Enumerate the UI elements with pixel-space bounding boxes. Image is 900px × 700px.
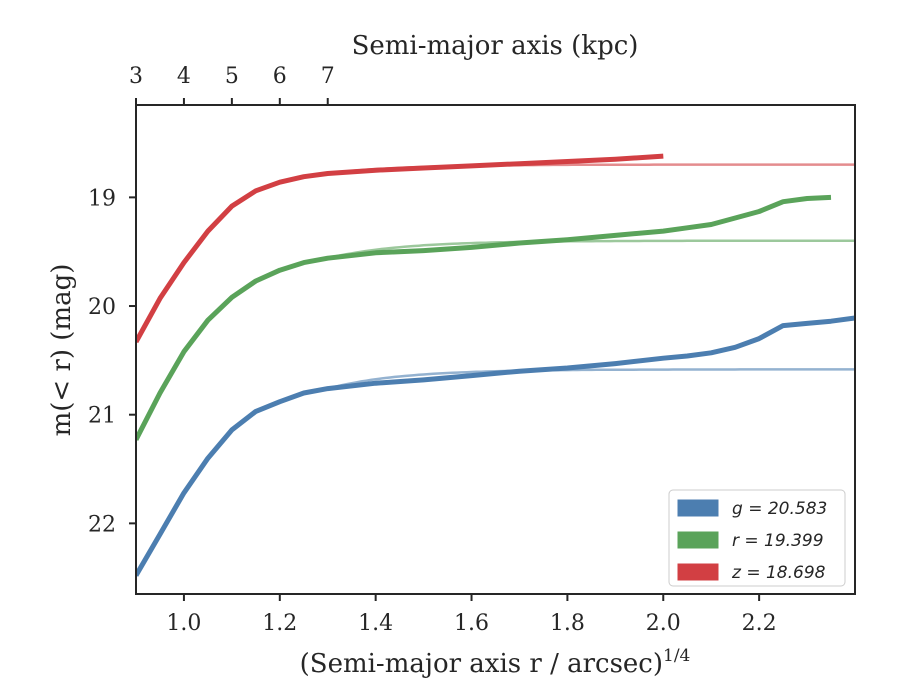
- x-axis-title-exponent: 1/4: [663, 646, 690, 666]
- model-curve-z: [136, 163, 855, 343]
- legend-label-g: g = 20.583: [732, 499, 827, 519]
- model-curve-r: [136, 239, 855, 441]
- x-axis-title-main: (Semi-major axis r / arcsec): [300, 649, 663, 679]
- plot-area: [136, 153, 855, 577]
- top-tick-label: 6: [273, 64, 287, 89]
- x-tick-label: 1.8: [550, 611, 585, 636]
- x-tick-label: 1.2: [262, 611, 297, 636]
- x-axis-title: (Semi-major axis r / arcsec)1/4: [300, 646, 691, 679]
- x-tick-label: 2.0: [646, 611, 681, 636]
- top-tick-label: 4: [177, 64, 191, 89]
- legend: g = 20.583 r = 19.399 z = 18.698: [668, 489, 846, 587]
- legend-label-r: r = 19.399: [732, 531, 824, 551]
- plot-frame: [135, 104, 856, 595]
- top-tick-label: 7: [321, 64, 335, 89]
- y-tick-label: 21: [88, 404, 116, 429]
- x-tick-label: 2.2: [742, 611, 777, 636]
- series-line-g: [136, 315, 855, 577]
- x-tick-label: 1.4: [358, 611, 393, 636]
- top-axis-title: Semi-major axis (kpc): [352, 31, 639, 61]
- legend-swatch-g: [677, 499, 719, 517]
- series-line-z: [136, 153, 664, 344]
- legend-swatch-r: [677, 531, 719, 549]
- legend-swatch-z: [677, 563, 719, 581]
- top-tick-label: 3: [129, 64, 143, 89]
- y-tick-label: 19: [88, 186, 116, 211]
- y-axis-title: m(< r) (mag): [47, 264, 77, 437]
- y-tick-label: 22: [88, 512, 116, 537]
- y-tick-label: 20: [88, 295, 116, 320]
- series-line-r: [136, 194, 832, 441]
- legend-label-z: z = 18.698: [731, 563, 826, 583]
- axis-ticks: 1.0 1.2 1.4 1.6 1.8 2.0 2.2 3 4 5 6 7 19 20 21 22: [88, 64, 777, 636]
- top-tick-label: 5: [225, 64, 239, 89]
- x-tick-label: 1.6: [454, 611, 489, 636]
- x-tick-label: 1.0: [166, 611, 201, 636]
